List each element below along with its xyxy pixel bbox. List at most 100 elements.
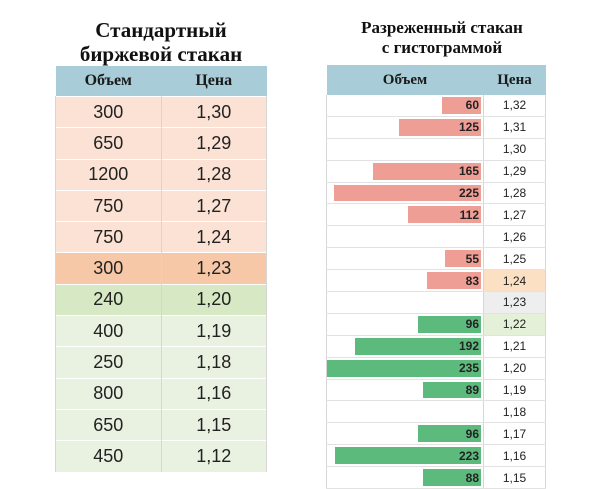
volume-label: 60 bbox=[465, 98, 479, 113]
standard-price-cell: 1,23 bbox=[161, 252, 267, 285]
sparse-row: 89 1,19 bbox=[326, 379, 546, 402]
sparse-price-header: Цена bbox=[483, 65, 546, 95]
standard-price-cell: 1,28 bbox=[161, 158, 267, 191]
sparse-price-cell: 1,18 bbox=[483, 400, 546, 424]
sparse-price-cell: 1,25 bbox=[483, 247, 546, 271]
sparse-price-cell: 1,21 bbox=[483, 335, 546, 358]
sparse-price-cell: 1,15 bbox=[483, 466, 546, 489]
standard-price-cell: 1,29 bbox=[161, 127, 267, 160]
sparse-volume-cell: 55 bbox=[326, 247, 484, 271]
volume-label: 96 bbox=[465, 317, 479, 332]
standard-volume-cell: 650 bbox=[55, 408, 162, 441]
standard-price-cell: 1,24 bbox=[161, 221, 267, 253]
sparse-order-book: Объем Цена 60 1,32 125 1,31 1,30 165 1,29 225 1,… bbox=[326, 65, 546, 489]
volume-bar bbox=[418, 425, 481, 443]
standard-price-cell: 1,19 bbox=[161, 315, 267, 347]
standard-row: 400 1,19 bbox=[55, 315, 267, 347]
sparse-volume-cell: 88 bbox=[326, 466, 484, 489]
standard-row: 450 1,12 bbox=[55, 440, 267, 472]
sparse-price-cell: 1,20 bbox=[483, 357, 546, 380]
standard-volume-cell: 650 bbox=[55, 127, 162, 160]
standard-row: 650 1,29 bbox=[55, 127, 267, 160]
sparse-volume-cell bbox=[326, 291, 484, 314]
standard-volume-cell: 300 bbox=[55, 252, 162, 285]
sparse-price-cell: 1,19 bbox=[483, 379, 546, 402]
standard-price-cell: 1,27 bbox=[161, 189, 267, 222]
standard-title-line2: биржевой стакан bbox=[79, 42, 243, 67]
volume-label: 235 bbox=[458, 361, 479, 376]
sparse-row: 225 1,28 bbox=[326, 182, 546, 205]
sparse-volume-cell bbox=[326, 225, 484, 249]
sparse-row: 165 1,29 bbox=[326, 160, 546, 183]
sparse-price-cell: 1,24 bbox=[483, 269, 546, 293]
sparse-row: 125 1,31 bbox=[326, 116, 546, 139]
standard-price-cell: 1,12 bbox=[161, 440, 267, 472]
standard-row: 250 1,18 bbox=[55, 346, 267, 379]
standard-volume-cell: 450 bbox=[55, 440, 162, 472]
standard-order-book: Объем Цена 300 1,30 650 1,29 1200 1,28 750 1,27… bbox=[55, 66, 267, 472]
sparse-volume-cell: 96 bbox=[326, 422, 484, 446]
sparse-volume-cell bbox=[326, 138, 484, 161]
volume-bar bbox=[334, 184, 481, 202]
volume-label: 225 bbox=[458, 186, 479, 200]
sparse-row: 1,23 bbox=[326, 291, 546, 314]
sparse-order-book-body: 60 1,32 125 1,31 1,30 165 1,29 225 1,28 112 1,27 1,… bbox=[326, 95, 546, 489]
sparse-volume-cell: 165 bbox=[326, 160, 484, 183]
standard-row: 750 1,24 bbox=[55, 221, 267, 253]
sparse-price-cell: 1,28 bbox=[483, 182, 546, 205]
sparse-price-cell: 1,29 bbox=[483, 160, 546, 183]
sparse-row: 223 1,16 bbox=[326, 444, 546, 468]
volume-bar bbox=[423, 381, 481, 399]
sparse-row: 112 1,27 bbox=[326, 203, 546, 227]
sparse-volume-cell: 96 bbox=[326, 313, 484, 336]
sparse-row: 1,30 bbox=[326, 138, 546, 161]
volume-bar bbox=[355, 337, 481, 355]
sparse-row: 55 1,25 bbox=[326, 247, 546, 271]
sparse-volume-cell: 89 bbox=[326, 379, 484, 402]
volume-label: 125 bbox=[458, 120, 479, 135]
sparse-volume-cell: 225 bbox=[326, 182, 484, 205]
standard-order-book-body: 300 1,30 650 1,29 1200 1,28 750 1,27 750 1,24 300 1… bbox=[55, 95, 267, 472]
standard-volume-cell: 750 bbox=[55, 221, 162, 253]
standard-title-line1: Стандартный bbox=[95, 18, 227, 42]
volume-label: 96 bbox=[465, 426, 479, 441]
sparse-price-cell: 1,32 bbox=[483, 95, 546, 117]
volume-label: 55 bbox=[465, 251, 479, 266]
sparse-volume-header: Объем bbox=[326, 65, 484, 95]
sparse-price-cell: 1,30 bbox=[483, 138, 546, 161]
sparse-price-cell: 1,31 bbox=[483, 116, 546, 139]
sparse-volume-cell: 60 bbox=[326, 95, 484, 117]
sparse-title-line2: с гистограммой bbox=[381, 38, 503, 58]
sparse-volume-cell: 235 bbox=[326, 357, 484, 380]
sparse-row: 192 1,21 bbox=[326, 335, 546, 358]
standard-volume-cell: 1200 bbox=[55, 158, 162, 191]
sparse-price-cell: 1,22 bbox=[483, 313, 546, 336]
standard-row: 1200 1,28 bbox=[55, 158, 267, 191]
sparse-row: 96 1,17 bbox=[326, 422, 546, 446]
standard-row: 300 1,30 bbox=[55, 95, 267, 128]
sparse-header-row: Объем Цена bbox=[326, 65, 546, 95]
volume-label: 83 bbox=[465, 273, 479, 288]
volume-bar bbox=[408, 206, 481, 224]
sparse-price-cell: 1,27 bbox=[483, 203, 546, 227]
sparse-row: 60 1,32 bbox=[326, 95, 546, 117]
standard-price-header: Цена bbox=[161, 66, 267, 97]
standard-price-cell: 1,15 bbox=[161, 408, 267, 441]
standard-volume-cell: 250 bbox=[55, 346, 162, 379]
standard-price-cell: 1,18 bbox=[161, 346, 267, 379]
standard-volume-cell: 400 bbox=[55, 315, 162, 347]
volume-bar bbox=[373, 162, 481, 180]
volume-bar bbox=[327, 359, 481, 377]
sparse-row: 88 1,15 bbox=[326, 466, 546, 489]
standard-book-title: Стандартный биржевой стакан bbox=[55, 18, 267, 66]
sparse-volume-cell: 223 bbox=[326, 444, 484, 468]
volume-bar bbox=[445, 250, 481, 268]
standard-row: 800 1,16 bbox=[55, 377, 267, 410]
sparse-row: 96 1,22 bbox=[326, 313, 546, 336]
standard-volume-cell: 300 bbox=[55, 95, 162, 128]
volume-bar bbox=[418, 315, 481, 333]
sparse-volume-cell: 192 bbox=[326, 335, 484, 358]
sparse-row: 1,18 bbox=[326, 400, 546, 424]
volume-bar bbox=[399, 118, 481, 136]
sparse-price-cell: 1,26 bbox=[483, 225, 546, 249]
